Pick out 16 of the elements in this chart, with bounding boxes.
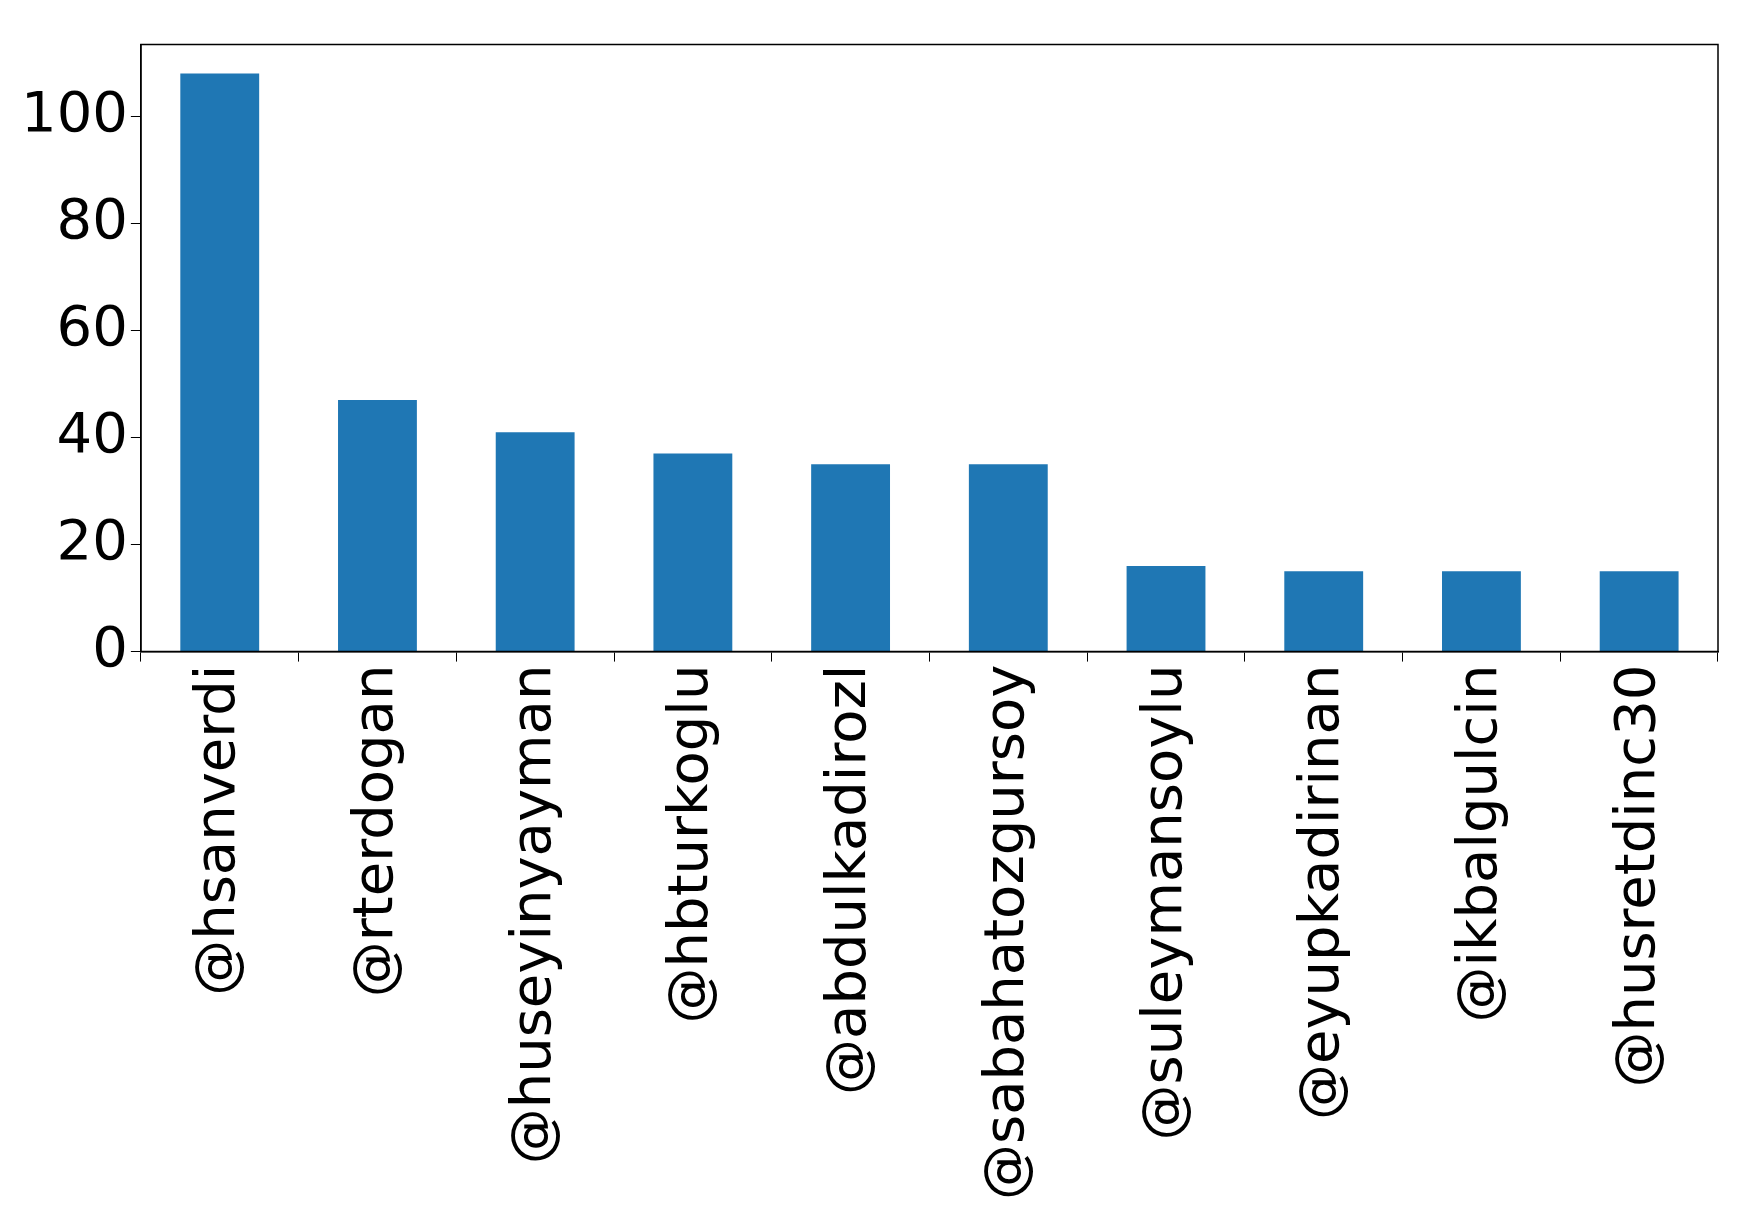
x-tick-label: @sabahatozgursoy: [970, 664, 1036, 1200]
x-tick-label: @eyupkadirinan: [1286, 664, 1352, 1120]
y-tick-label: 20: [56, 507, 128, 573]
y-tick-label: 60: [56, 292, 128, 358]
x-tick-label: @hsanverdi: [182, 664, 248, 996]
x-tick-label: @abdulkadirozl: [813, 664, 879, 1095]
x-tick-label: @huseyinyayman: [497, 664, 563, 1165]
x-tick-label: @suleymansoylu: [1128, 664, 1194, 1141]
x-tick-label: @rterdogan: [340, 664, 405, 998]
x-tick-label: @hbturkoglu: [655, 664, 721, 1024]
x-tick-label: @husretdinc30: [1601, 664, 1667, 1088]
y-tick-label: 80: [56, 185, 128, 251]
y-tick-label: 40: [56, 400, 128, 466]
x-tick-label: @ikbalgulcin: [1443, 664, 1509, 1023]
y-tick-label: 0: [92, 614, 128, 680]
y-tick-label: 100: [21, 78, 128, 144]
